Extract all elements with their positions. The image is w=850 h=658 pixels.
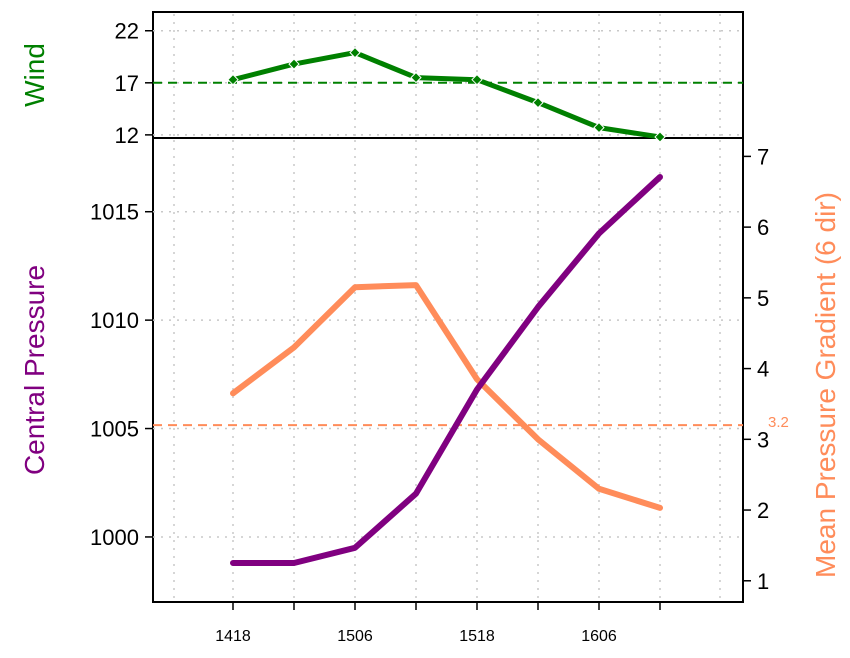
reference-lines: 3.2 bbox=[153, 81, 789, 431]
pressure-panel-box bbox=[152, 137, 744, 603]
x-tick-label: 1506 bbox=[337, 628, 373, 645]
x-tick-label: 1518 bbox=[459, 628, 495, 645]
pressure-y-tick-label: 1015 bbox=[90, 200, 139, 225]
wind-data-point bbox=[288, 58, 300, 70]
pressure-y-tick-label: 1005 bbox=[90, 417, 139, 442]
pressure-gradient-axis-title: Mean Pressure Gradient (6 dir) bbox=[810, 192, 841, 578]
wind-series-line bbox=[230, 50, 663, 140]
x-tick-label: 1418 bbox=[215, 628, 251, 645]
central-pressure-axis-title: Central Pressure bbox=[19, 265, 50, 475]
wind-data-point bbox=[471, 73, 483, 86]
wind-y-tick-label: 22 bbox=[115, 19, 139, 44]
gradient-y-tick-label: 3 bbox=[757, 427, 769, 452]
axis-ticks bbox=[145, 29, 751, 610]
gradient-y-tick-label: 1 bbox=[757, 569, 769, 594]
gradient-y-tick-label: 6 bbox=[757, 215, 769, 240]
x-tick-label: 1606 bbox=[581, 628, 617, 645]
pressure-gradient-series-line bbox=[230, 282, 663, 511]
gradient-reference-label: 3.2 bbox=[768, 414, 789, 431]
wind-axis-title: Wind bbox=[19, 43, 50, 107]
wind-y-tick-label: 17 bbox=[115, 71, 139, 96]
wind-data-point bbox=[349, 46, 361, 59]
wind-data-point bbox=[532, 96, 544, 109]
gradient-y-tick-label: 7 bbox=[757, 144, 769, 169]
wind-y-tick-label: 12 bbox=[115, 123, 139, 148]
wind-data-point bbox=[227, 73, 239, 86]
wind-data-point bbox=[654, 131, 666, 143]
data-series bbox=[227, 46, 666, 566]
pressure-y-tick-label: 1010 bbox=[90, 308, 139, 333]
wind-data-point bbox=[410, 71, 422, 84]
gradient-y-tick-label: 5 bbox=[757, 286, 769, 311]
gradient-y-tick-label: 4 bbox=[757, 357, 769, 382]
grid-lines bbox=[153, 14, 743, 600]
pressure-y-tick-label: 1000 bbox=[90, 525, 139, 550]
wind-data-point bbox=[593, 121, 605, 134]
gradient-y-tick-label: 2 bbox=[757, 498, 769, 523]
central-pressure-series-line bbox=[230, 174, 663, 566]
